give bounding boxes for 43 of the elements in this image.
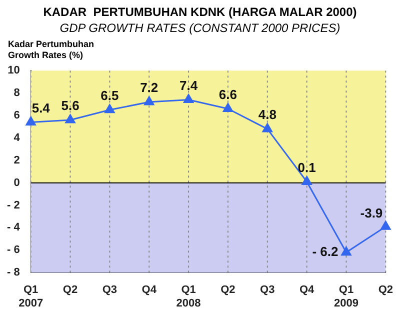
point xyxy=(183,94,194,104)
chart-subtitle: GDP GROWTH RATES (CONSTANT 2000 PRICES) xyxy=(58,21,342,35)
point xyxy=(222,103,234,112)
point xyxy=(26,116,36,126)
y-axis-title: Kadar Pertumbuhan Growth Rates (%) xyxy=(8,39,96,61)
data-label: 6.6 xyxy=(218,86,237,102)
x-tick-label: Q2 xyxy=(62,284,78,296)
point xyxy=(262,123,272,132)
x-tick-label: Q3 xyxy=(260,284,275,296)
x-tick-label: Q1 2007 xyxy=(18,284,44,310)
data-label: 7.2 xyxy=(140,80,158,96)
x-tick-label: Q4 xyxy=(299,284,316,296)
y-tick-label: 0 xyxy=(14,176,20,189)
y-tick-label: - 4 xyxy=(6,222,21,234)
x-tick-label: Q3 xyxy=(102,284,118,296)
data-label: - 6.2 xyxy=(312,244,338,259)
y-tick-label: 2 xyxy=(14,154,20,166)
data-label: 4.8 xyxy=(258,107,276,122)
point xyxy=(65,114,76,124)
data-label: 5.4 xyxy=(32,100,51,116)
x-tick-label: Q2 xyxy=(378,284,394,296)
chart-title: KADAR PERTUMBUHAN KDNK (HARGA MALAR 2000) xyxy=(42,4,358,19)
data-label: -3.9 xyxy=(360,206,383,221)
y-tick-label: - 8 xyxy=(6,266,20,279)
data-label: 0.1 xyxy=(298,160,316,175)
data-label: 5.6 xyxy=(61,98,80,114)
y-tick-label: 10 xyxy=(8,64,20,77)
y-tick-label: 8 xyxy=(14,87,20,100)
x-tick-label: Q4 xyxy=(142,284,158,296)
point xyxy=(104,104,115,114)
y-tick-label: - 6 xyxy=(6,244,20,256)
y-tick-label: 6 xyxy=(14,110,20,122)
data-label: 7.4 xyxy=(180,78,198,93)
x-tick-label: Q2 xyxy=(220,284,236,296)
x-tick-label: Q1 2009 xyxy=(334,284,358,310)
x-tick-label: Q1 2008 xyxy=(176,284,201,310)
point xyxy=(341,246,352,256)
point xyxy=(144,96,154,106)
point xyxy=(380,220,391,230)
y-tick-label: 4 xyxy=(14,132,21,144)
data-label: 6.5 xyxy=(100,88,119,103)
point xyxy=(302,176,312,185)
y-tick-label: - 2 xyxy=(6,199,20,212)
